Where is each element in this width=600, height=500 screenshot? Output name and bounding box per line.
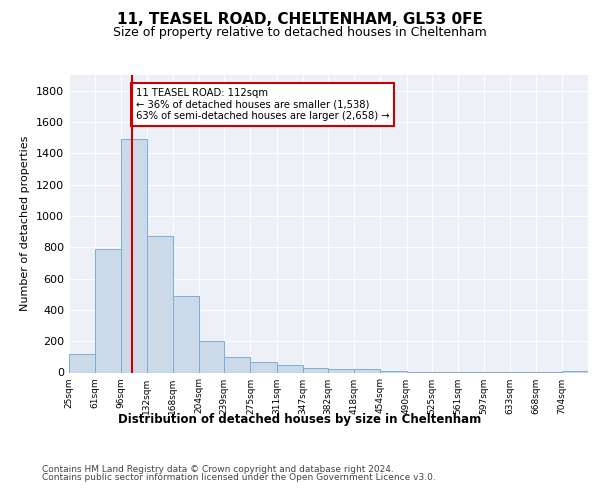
Bar: [328, 368, 354, 372]
Text: Size of property relative to detached houses in Cheltenham: Size of property relative to detached ho…: [113, 26, 487, 39]
Bar: [173, 296, 199, 372]
Text: Contains public sector information licensed under the Open Government Licence v3: Contains public sector information licen…: [42, 474, 436, 482]
Bar: [69, 354, 95, 372]
Text: 11, TEASEL ROAD, CHELTENHAM, GL53 0FE: 11, TEASEL ROAD, CHELTENHAM, GL53 0FE: [117, 12, 483, 28]
Bar: [121, 139, 146, 372]
Text: Contains HM Land Registry data © Crown copyright and database right 2024.: Contains HM Land Registry data © Crown c…: [42, 465, 394, 474]
Bar: [250, 362, 277, 372]
Bar: [562, 371, 588, 372]
Bar: [199, 341, 224, 372]
Text: Distribution of detached houses by size in Cheltenham: Distribution of detached houses by size …: [118, 412, 482, 426]
Bar: [224, 357, 250, 372]
Text: 11 TEASEL ROAD: 112sqm
← 36% of detached houses are smaller (1,538)
63% of semi-: 11 TEASEL ROAD: 112sqm ← 36% of detached…: [136, 88, 389, 120]
Bar: [303, 368, 328, 372]
Y-axis label: Number of detached properties: Number of detached properties: [20, 136, 31, 312]
Bar: [146, 236, 173, 372]
Bar: [277, 366, 303, 372]
Bar: [95, 249, 121, 372]
Bar: [380, 371, 407, 372]
Bar: [354, 370, 380, 372]
